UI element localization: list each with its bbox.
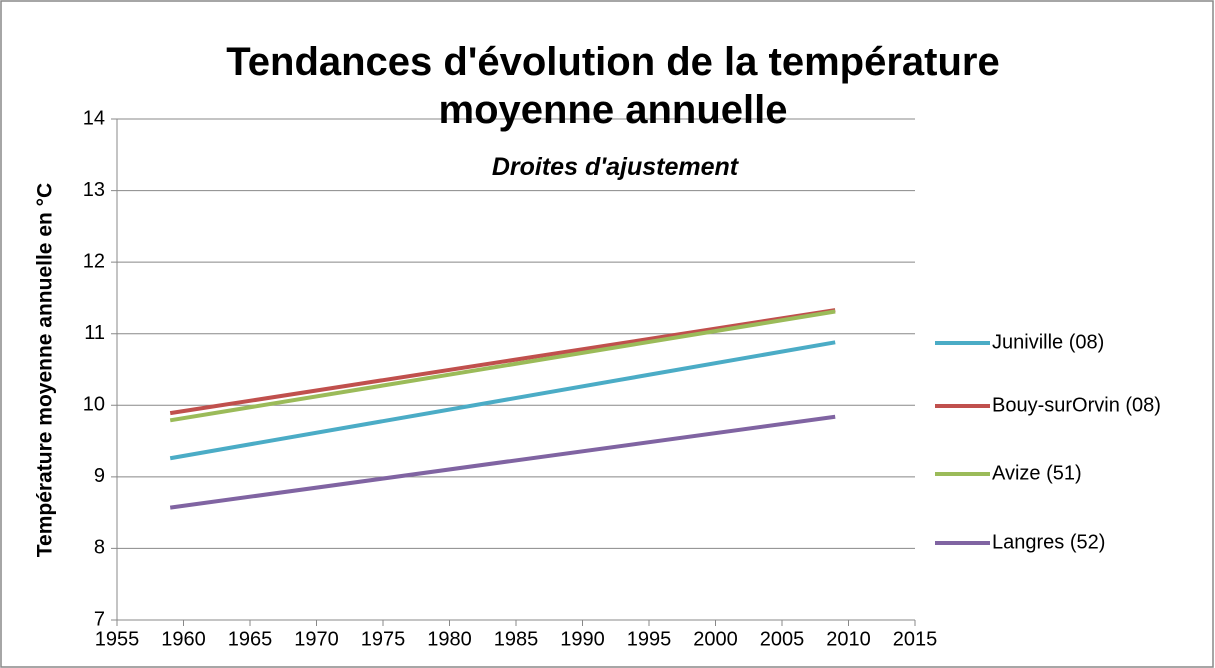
series-line xyxy=(169,309,836,423)
legend-label: Langres (52) xyxy=(992,531,1105,553)
y-axis-label: Température moyenne annuelle en °C xyxy=(34,183,57,557)
x-tick-label: 1980 xyxy=(427,628,472,650)
y-tick-label: 13 xyxy=(83,179,105,201)
legend-label: Avize (51) xyxy=(992,462,1082,484)
y-tick-label: 8 xyxy=(94,537,105,559)
x-tick-label: 1955 xyxy=(95,628,140,650)
x-tick-label: 1990 xyxy=(560,628,605,650)
x-tick-label: 1960 xyxy=(161,628,206,650)
chart-title: Tendances d'évolution de la température … xyxy=(226,40,1000,132)
x-tick-label: 1995 xyxy=(627,628,672,650)
x-tick-label: 2005 xyxy=(760,628,805,650)
x-tick-label: 2010 xyxy=(826,628,871,650)
x-tick-label: 2015 xyxy=(893,628,938,650)
series-line xyxy=(169,308,836,416)
y-tick-label: 11 xyxy=(84,322,105,344)
y-tick-label: 14 xyxy=(83,107,105,129)
legend-label: Juniville (08) xyxy=(992,331,1104,353)
y-tick-label: 9 xyxy=(94,465,105,487)
x-tick-label: 1985 xyxy=(494,628,539,650)
series-line xyxy=(169,414,836,510)
x-tick-label: 2000 xyxy=(693,628,738,650)
chart-subtitle: Droites d'ajustement xyxy=(491,153,739,181)
legend-label: Bouy-surOrvin (08) xyxy=(992,394,1161,416)
y-tick-label: 10 xyxy=(83,394,105,416)
series-line xyxy=(169,340,836,461)
y-tick-label: 12 xyxy=(83,250,105,272)
x-tick-label: 1970 xyxy=(294,628,339,650)
y-tick-label: 7 xyxy=(94,608,105,630)
x-tick-label: 1965 xyxy=(228,628,273,650)
x-tick-label: 1975 xyxy=(361,628,406,650)
